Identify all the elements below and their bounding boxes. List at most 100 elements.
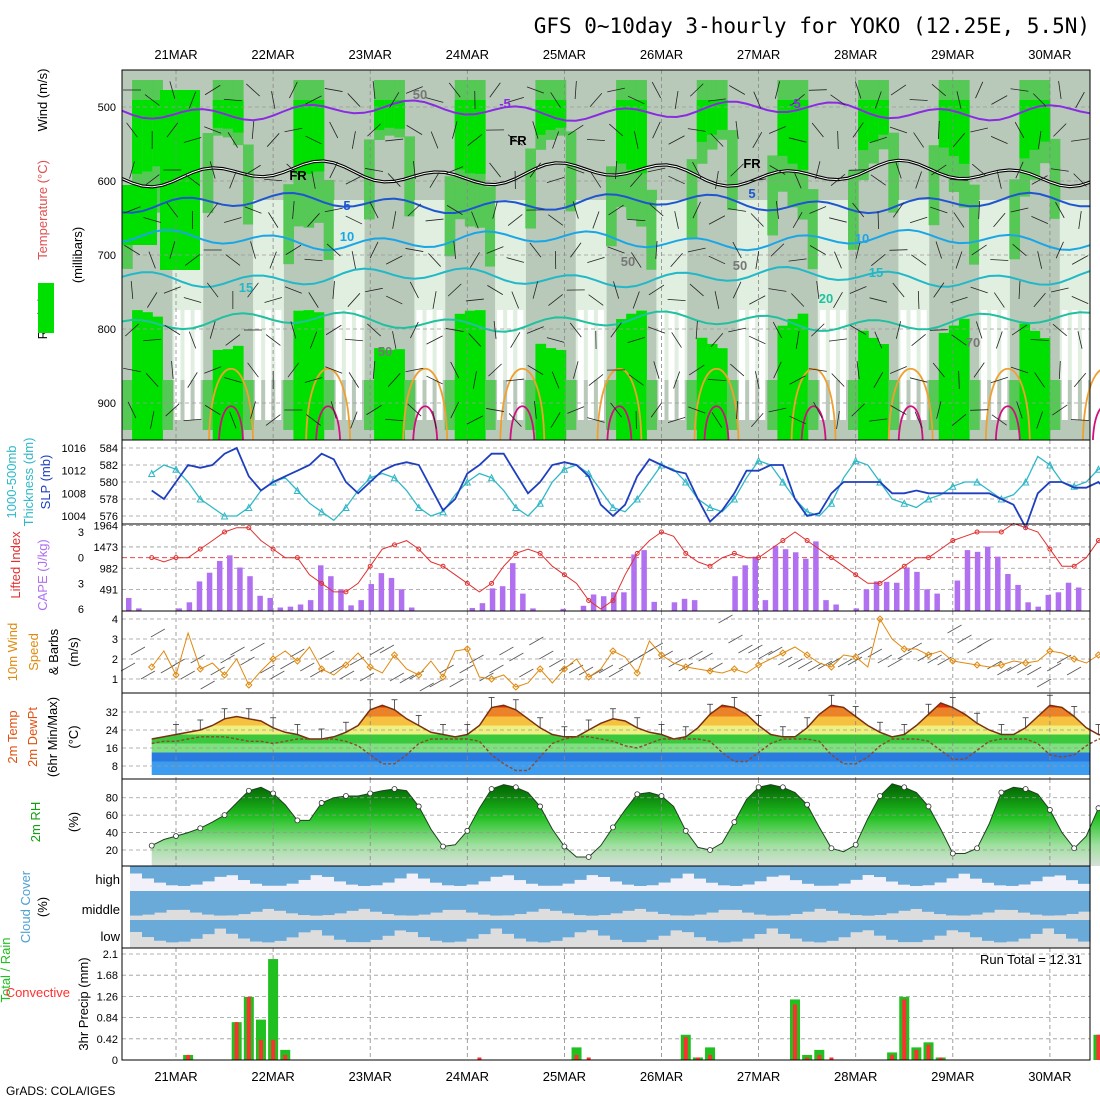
contour-label: 10 [855,231,869,246]
wind-barb [748,644,763,654]
wind-barb [304,377,323,383]
wind-barb [755,371,760,389]
rh-cell [525,380,537,430]
cape-bar [853,608,860,611]
rh-cell [474,100,486,174]
cloud-cell [1054,891,1067,916]
wind-barb [836,411,840,429]
cloud-cell [574,866,587,880]
rh-cell [485,186,496,267]
wind-barb [413,161,416,179]
wind-barb [990,259,1009,261]
rh-cell [767,155,779,236]
cape-bar [974,551,981,611]
rh-marker [779,784,786,791]
y-tick-label: 1.26 [97,991,118,1003]
y-tick-label: 8 [112,761,118,773]
cloud-cell [718,920,731,943]
wind-marker [390,651,399,659]
wind-barb [508,413,522,427]
wind-barb [729,85,746,95]
cloud-cell [658,891,671,915]
y-tick-label-right: 1008 [62,488,86,500]
wind-barb [749,295,766,305]
cloud-cell [646,920,659,940]
wind-barb [532,121,539,139]
wind-barb [913,132,925,148]
rh-cell [1009,179,1021,260]
rh-cell [142,312,153,440]
cloud-cell [466,866,479,885]
rh-cell [1079,200,1091,380]
rh-cell [1061,310,1068,420]
rh-cell [839,310,846,420]
wind-barb [488,363,502,377]
wind-barb [426,335,443,345]
thickness-marker [487,473,496,482]
cloud-cell [322,920,335,936]
rh-cell [948,100,960,157]
rh-cell [243,380,254,430]
wind-barb [348,372,359,388]
cloud-cell [754,920,767,935]
cloud-cell [406,891,419,916]
rh-cell [597,310,604,420]
wind-barb [1010,207,1029,213]
cloud-cell [646,866,659,886]
cloud-cell [1030,866,1043,882]
wind-barb [489,162,501,178]
precip-conv-bar [1096,1034,1100,1060]
isotherm-line [994,405,1021,441]
cloud-cell [418,920,431,938]
cloud-cell [166,866,179,886]
cape-bar [408,607,415,611]
temp-band [151,752,1090,762]
wind-barb [871,254,886,266]
wind-barb [735,121,739,139]
wind-barb [311,171,316,189]
cloud-cell [574,920,587,933]
rh-cell [858,100,869,151]
contour-label: 70 [966,335,980,350]
wind-barb [653,361,660,379]
contour-label: 5 [748,186,755,201]
y-axis-label: (millibars) [70,227,85,283]
y-tick-label-left: 3 [78,527,84,539]
precip-conv-bar [902,999,907,1060]
wind-barb [947,624,962,634]
rh-cell [910,310,917,420]
wind-barb [549,658,564,668]
rh-marker [221,812,228,819]
wind-barb [808,368,827,372]
wind-barb [668,135,685,145]
cloud-cell [334,920,347,940]
wind-barb [387,373,401,387]
wind-barb [830,174,846,186]
cape-bar [479,603,486,611]
wind-barb [419,682,434,692]
wind-barb [286,163,301,177]
wind-barb [708,662,723,672]
wind-barb [351,251,356,269]
cape-bar [489,588,496,611]
wind-barb [332,280,335,300]
y-tick-label: 16 [106,743,118,755]
rh-cell [716,100,728,130]
wind-barb [907,642,922,652]
wind-barb [330,401,337,419]
wind-barb [588,374,604,386]
wind-barb [633,131,639,149]
wind-barb [130,646,146,656]
wind-marker [269,655,277,663]
cloud-cell [418,866,431,879]
wind-barb [847,656,863,666]
wind-barb [369,241,379,259]
wind-barb [975,321,983,339]
li-marker [1023,525,1029,531]
y-tick-label: 20 [106,845,118,857]
wind-barb [833,292,843,308]
wind-marker [1094,651,1100,659]
wind-barb [129,161,135,179]
cloud-cell [502,866,515,876]
wind-barb [369,201,379,219]
